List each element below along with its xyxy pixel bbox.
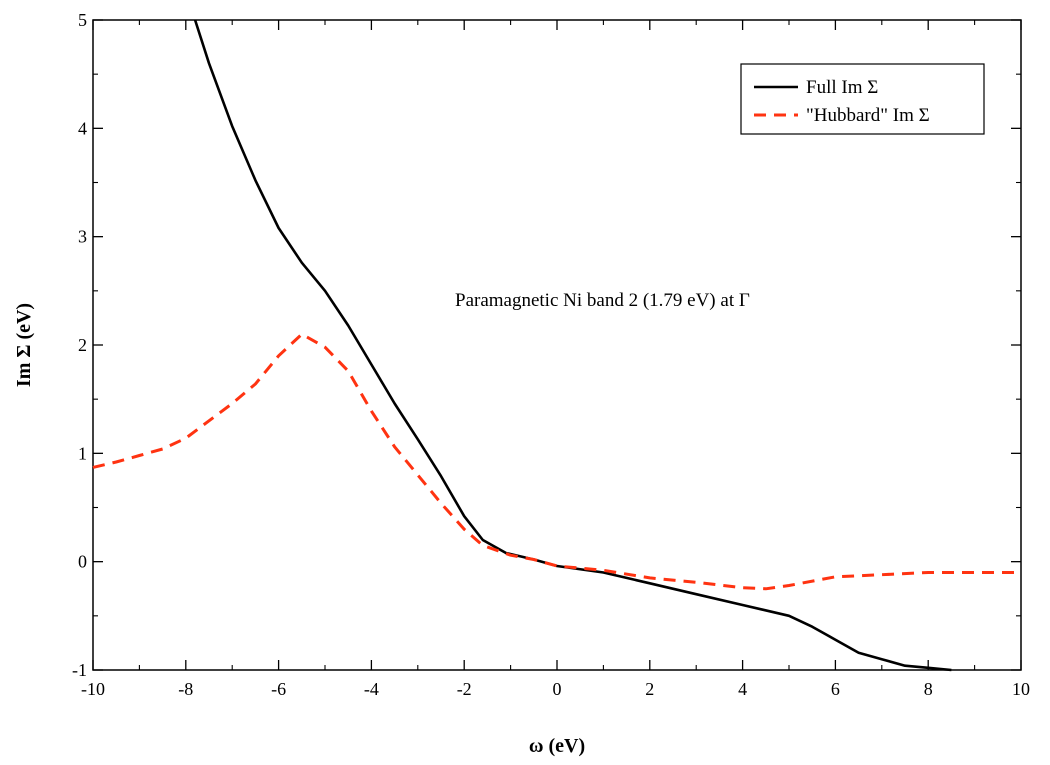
x-tick-label: -6 [271, 679, 286, 699]
series-layer [92, 19, 1021, 672]
legend-box [740, 63, 985, 135]
y-tick-label: 1 [78, 443, 87, 463]
x-tick-label: -10 [81, 679, 105, 699]
y-tick-label: 3 [78, 227, 87, 247]
x-tick-label: -4 [364, 679, 379, 699]
y-tick-label: 0 [78, 552, 87, 572]
ticks-group [92, 19, 1022, 671]
series-line-full [193, 19, 952, 672]
legend-label-full: Full Im Σ [806, 77, 878, 98]
x-tick-label: 8 [924, 679, 933, 699]
x-tick-label: 10 [1012, 679, 1030, 699]
y-tick-label: 4 [78, 118, 87, 138]
legend-label-hubbard: "Hubbard" Im Σ [806, 105, 930, 126]
legend: Full Im Σ "Hubbard" Im Σ [740, 63, 985, 135]
chart-annotation: Paramagnetic Ni band 2 (1.79 eV) at Γ [455, 290, 750, 311]
y-axis-title: Im Σ (eV) [13, 303, 35, 387]
x-tick-label: 0 [553, 679, 562, 699]
x-tick-label: -8 [178, 679, 193, 699]
series-line-hubbard [92, 332, 1021, 591]
x-tick-label: 4 [738, 679, 747, 699]
x-tick-label: -2 [457, 679, 472, 699]
x-axis-title: ω (eV) [529, 735, 585, 757]
y-tick-label: 5 [78, 10, 87, 30]
x-tick-label: 6 [831, 679, 840, 699]
x-tick-label: 2 [645, 679, 654, 699]
y-tick-label: 2 [78, 335, 87, 355]
y-tick-label: -1 [72, 660, 87, 680]
